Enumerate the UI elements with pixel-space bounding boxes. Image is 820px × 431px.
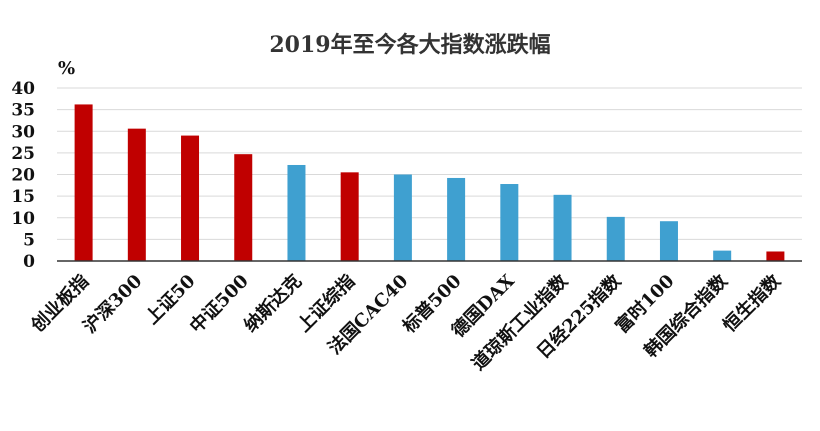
y-axis-unit-label: % (58, 58, 75, 79)
x-tick-label: 纳斯达克 (240, 270, 306, 336)
bar-2 (127, 128, 146, 261)
bar-4 (234, 154, 253, 261)
y-tick-label: 40 (11, 79, 35, 99)
bar-12 (659, 221, 678, 261)
bar-6 (340, 172, 359, 261)
x-tick-labels: 创业板指沪深300上证50中证500纳斯达克上证综指法国CAC40标普500德国… (26, 269, 786, 374)
bar-7 (393, 174, 412, 261)
bar-10 (553, 194, 572, 261)
y-tick-label: 25 (11, 144, 35, 164)
bar-3 (181, 135, 200, 261)
gridlines (57, 87, 802, 240)
bar-9 (500, 184, 519, 261)
x-tick-label: 沪深300 (79, 270, 147, 338)
chart-title: 2019年至今各大指数涨跌幅 (269, 32, 550, 58)
y-tick-label: 10 (11, 209, 35, 229)
bar-14 (766, 251, 785, 261)
y-tick-label: 0 (23, 252, 35, 272)
bar-13 (713, 250, 732, 261)
bar-8 (447, 177, 466, 261)
x-tick-label: 道琼斯工业指数 (467, 269, 572, 374)
bars (74, 104, 785, 261)
y-tick-label: 30 (11, 122, 35, 142)
bar-5 (287, 164, 306, 261)
y-tick-label: 15 (11, 187, 35, 207)
y-tick-label: 5 (23, 230, 35, 250)
y-tick-label: 35 (11, 101, 35, 121)
x-tick-label: 中证500 (185, 270, 253, 338)
y-tick-label: 20 (11, 166, 35, 186)
x-tick-label: 恒生指数 (718, 269, 785, 336)
bar-11 (606, 216, 625, 261)
bar-1 (74, 104, 93, 261)
